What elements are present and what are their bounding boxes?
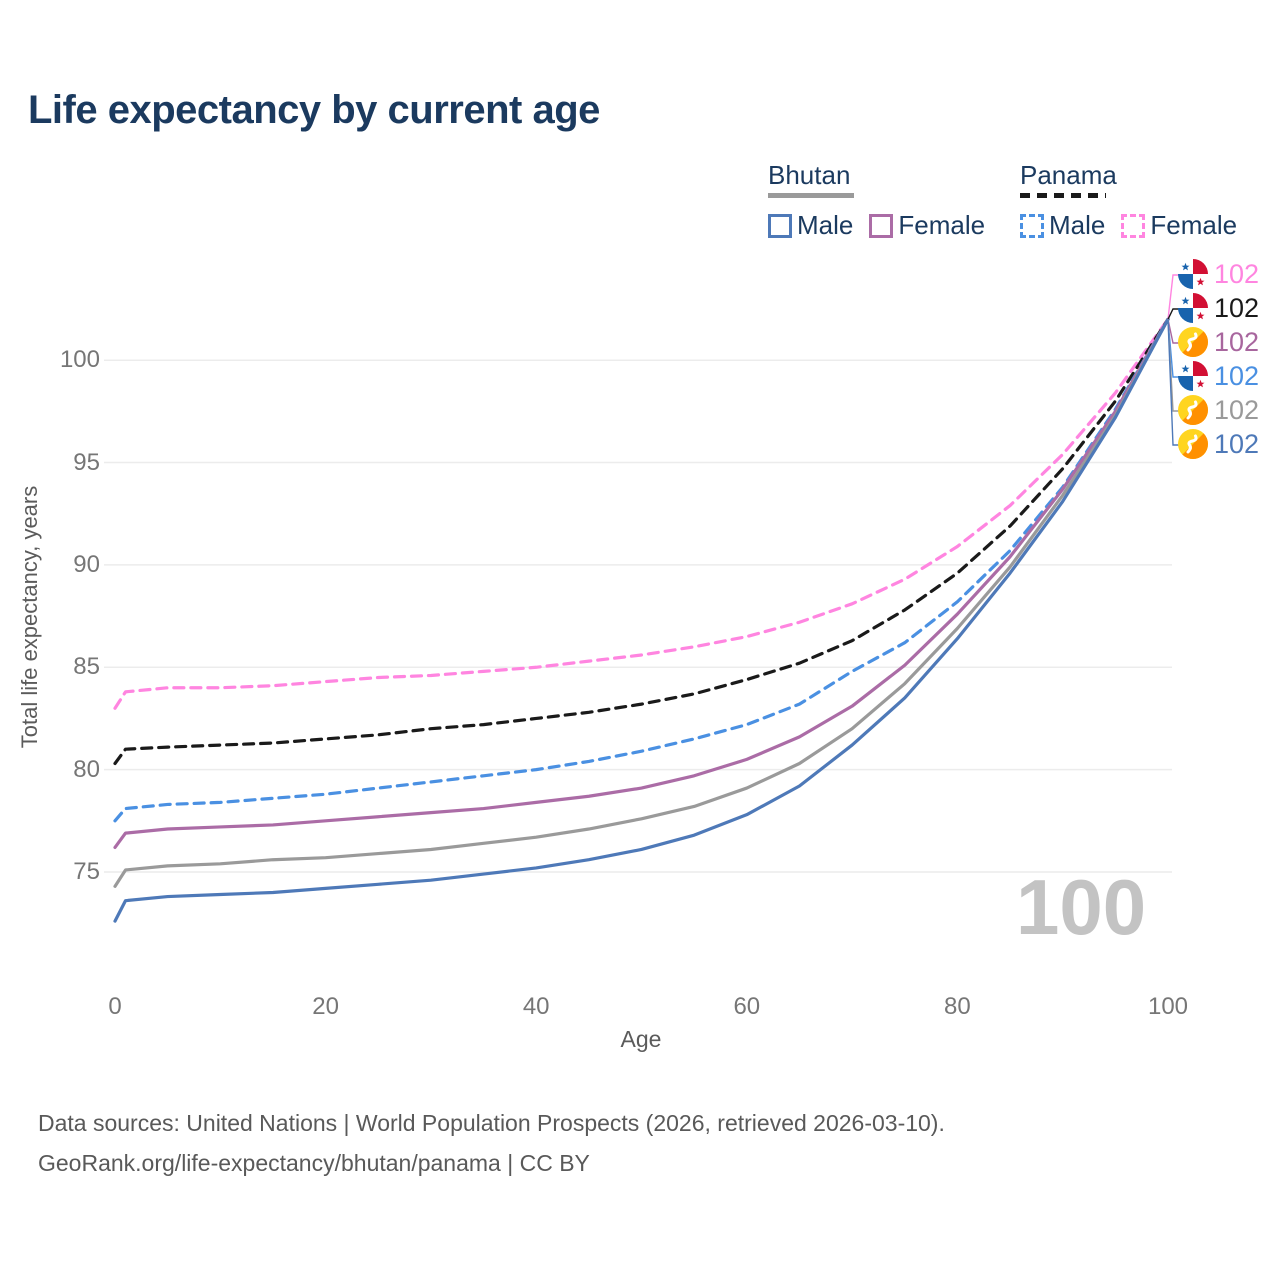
legend-country-line-style-swatch <box>768 193 854 198</box>
y-tick-75: 75 <box>73 858 100 885</box>
legend-group-bhutan: Bhutan Male Female <box>768 160 985 241</box>
end-label-panama-male[interactable]: 102 <box>1178 361 1259 391</box>
bhutan-flag-icon <box>1178 395 1208 425</box>
line-bhutan-total[interactable] <box>113 317 1170 888</box>
panama-flag-icon <box>1178 361 1208 391</box>
data-sources-text: Data sources: United Nations | World Pop… <box>38 1110 945 1136</box>
end-value: 102 <box>1214 429 1260 459</box>
y-axis-title: Total life expectancy, years <box>17 485 42 749</box>
legend-item-panama-female[interactable]: Female <box>1121 210 1237 241</box>
end-label-panama-total[interactable]: 102 <box>1178 293 1259 323</box>
bhutan-flag-icon <box>1178 327 1208 357</box>
y-tick-95: 95 <box>73 448 100 476</box>
leader-line-panama-female <box>1167 274 1180 320</box>
end-value: 102 <box>1214 293 1260 323</box>
legend-checkbox-bhutan-male[interactable] <box>768 213 792 238</box>
legend-item-panama-male[interactable]: Male <box>1020 210 1105 241</box>
end-label-bhutan-male[interactable]: 102 <box>1178 429 1259 459</box>
y-tick-85: 85 <box>73 653 100 681</box>
legend-checkbox-panama-female[interactable] <box>1121 213 1146 238</box>
legend-checkbox-bhutan-female[interactable] <box>869 213 894 238</box>
y-tick-80: 80 <box>73 755 100 783</box>
x-tick-0: 0 <box>108 993 122 1020</box>
x-tick-80: 80 <box>944 993 971 1020</box>
line-bhutan-female[interactable] <box>113 317 1170 850</box>
end-value: 102 <box>1214 395 1260 425</box>
line-panama-male[interactable] <box>113 317 1170 823</box>
line-panama-total[interactable] <box>113 317 1170 766</box>
legend-country-line-style-swatch <box>1020 193 1106 198</box>
panama-flag-icon <box>1178 259 1208 289</box>
legend-country-label: Bhutan <box>768 160 854 202</box>
leader-line-panama-total <box>1167 308 1180 320</box>
legend-items: Male Female <box>1020 210 1237 241</box>
legend-item-label: Female <box>1150 210 1238 240</box>
page-title: Life expectancy by current age <box>28 88 600 132</box>
legend-group-panama: Panama Male Female <box>1020 160 1237 241</box>
attribution-text: GeoRank.org/life-expectancy/bhutan/panam… <box>38 1150 590 1176</box>
x-axis-title: Age <box>620 1026 662 1052</box>
x-tick-20: 20 <box>312 993 339 1020</box>
x-tick-100: 100 <box>1147 993 1189 1020</box>
panama-flag-icon <box>1178 293 1208 323</box>
bhutan-flag-icon <box>1178 429 1208 459</box>
x-tick-60: 60 <box>733 993 761 1020</box>
legend-country-panama[interactable]: Panama <box>1020 160 1237 202</box>
legend-item-bhutan-male[interactable]: Male <box>768 210 853 241</box>
end-label-bhutan-total[interactable]: 102 <box>1178 395 1259 425</box>
line-panama-female[interactable] <box>113 317 1170 710</box>
legend-items: Male Female <box>768 210 985 241</box>
age-hover-watermark: 100 <box>1016 863 1147 951</box>
y-tick-90: 90 <box>73 550 100 578</box>
end-value: 102 <box>1214 327 1260 357</box>
legend-checkbox-panama-male[interactable] <box>1020 213 1044 238</box>
x-tick-40: 40 <box>522 993 550 1020</box>
legend-item-label: Male <box>797 210 854 240</box>
legend-country-bhutan[interactable]: Bhutan <box>768 160 985 202</box>
legend-country-label: Panama <box>1020 160 1117 202</box>
leader-line-bhutan-male <box>1167 319 1180 446</box>
legend-item-label: Female <box>898 210 986 240</box>
line-bhutan-male[interactable] <box>113 317 1170 923</box>
legend-item-bhutan-female[interactable]: Female <box>869 210 985 241</box>
end-label-panama-female[interactable]: 102 <box>1178 259 1259 289</box>
end-label-bhutan-female[interactable]: 102 <box>1178 327 1259 357</box>
end-value: 102 <box>1214 361 1260 391</box>
leader-line-bhutan-female <box>1167 319 1180 344</box>
legend-item-label: Male <box>1049 210 1106 240</box>
y-tick-100: 100 <box>59 346 100 374</box>
end-value: 102 <box>1214 259 1260 289</box>
